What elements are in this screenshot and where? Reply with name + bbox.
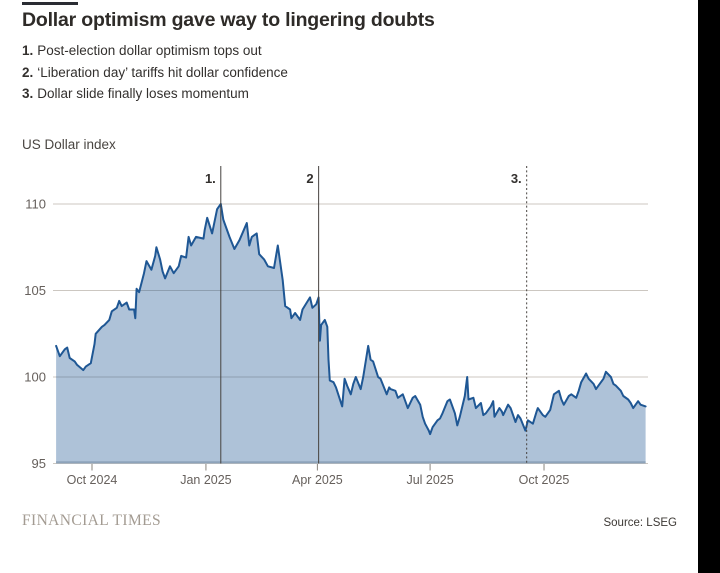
event-label-1: 1. [205, 171, 216, 186]
y-tick-label: 100 [24, 370, 46, 385]
annotation-text: Post-election dollar optimism tops out [37, 43, 262, 58]
annotation-line-1: 1. Post-election dollar optimism tops out [22, 40, 288, 62]
annotation-number: 3. [22, 86, 34, 101]
annotation-line-2: 2. ‘Liberation day’ tariffs hit dollar co… [22, 62, 288, 84]
annotation-number: 2. [22, 64, 34, 80]
event-label-3: 3. [511, 171, 522, 186]
event-label-2: 2 [306, 171, 313, 186]
x-tick-label: Apr 2025 [292, 473, 343, 487]
source-label: Source: LSEG [603, 517, 677, 529]
annotation-list: 1. Post-election dollar optimism tops out… [22, 40, 288, 105]
annotation-text: Dollar slide finally loses momentum [37, 86, 249, 101]
y-tick-label: 105 [24, 283, 46, 298]
area-fill [56, 204, 646, 464]
y-axis-title: US Dollar index [22, 137, 116, 152]
x-tick-label: Jul 2025 [406, 473, 453, 487]
x-tick-label: Oct 2024 [67, 473, 118, 487]
index-line [55, 203, 647, 436]
screenshot-edge-artifact [698, 0, 720, 573]
ft-logo-text: FINANCIAL TIMES [22, 512, 162, 529]
y-tick-label: 95 [32, 456, 46, 471]
annotation-text: ‘Liberation day’ tariffs hit dollar conf… [37, 64, 288, 80]
ft-top-rule [22, 2, 78, 5]
x-tick-label: Oct 2025 [519, 473, 570, 487]
annotation-line-3: 3. Dollar slide finally loses momentum [22, 83, 288, 105]
annotation-number: 1. [22, 43, 34, 58]
x-tick-label: Jan 2025 [180, 473, 231, 487]
chart-title: Dollar optimism gave way to lingering do… [22, 9, 435, 31]
y-tick-label: 110 [25, 197, 46, 212]
